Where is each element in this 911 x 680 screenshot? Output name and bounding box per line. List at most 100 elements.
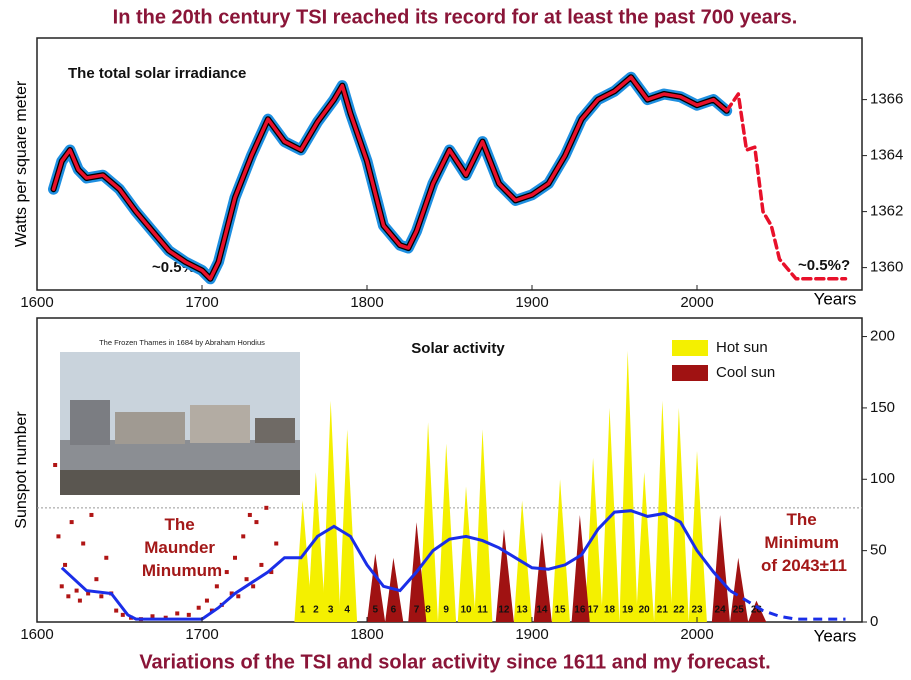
top-x-label: Years: [814, 289, 857, 308]
sunspot-point: [69, 520, 74, 525]
sunspot-point: [99, 594, 104, 599]
bottom-x-label: Years: [814, 626, 857, 645]
line: [724, 92, 848, 281]
painting: [60, 352, 300, 495]
cycle-label: 23: [691, 605, 703, 616]
sunspot-point: [196, 605, 201, 610]
cycle: [654, 400, 673, 622]
top-y-label: Watts per square meter: [13, 80, 30, 247]
painting-caption: The Frozen Thames in 1684 by Abraham Hon…: [99, 338, 265, 347]
cycle: [571, 514, 590, 622]
sunspot-point: [269, 570, 274, 575]
legend-label: Cool sun: [716, 364, 775, 381]
cycle: [457, 486, 476, 622]
y-tick-label: 200: [870, 328, 895, 345]
cycle: [730, 557, 749, 622]
cycle-label: 22: [673, 605, 685, 616]
forecast-line: [729, 589, 846, 621]
cycle-label: 10: [460, 605, 472, 616]
cycle: [474, 429, 493, 622]
y-tick-label: 100: [870, 470, 895, 487]
sunspot-point: [81, 541, 86, 546]
x-tick-label: 1600: [20, 626, 53, 643]
x-tick-label: 1900: [515, 626, 548, 643]
cycle: [619, 350, 638, 622]
painting-foreground: [60, 470, 300, 495]
cycle-label: 15: [554, 605, 566, 616]
sunspot-point: [254, 520, 259, 525]
legend-label: Hot sun: [716, 339, 768, 356]
sunspot-point: [204, 598, 209, 603]
cycle-label: 21: [657, 605, 669, 616]
sunspot-point: [175, 611, 180, 616]
sunspot-point: [63, 562, 68, 567]
cycle: [670, 407, 689, 622]
sunspot-point: [274, 541, 279, 546]
cycle-label: 12: [498, 605, 510, 616]
sunspot-point: [264, 505, 269, 510]
cycle: [688, 450, 707, 622]
bottom-y-label: Sunspot number: [13, 411, 30, 529]
y-tick-label: 1360: [870, 259, 903, 276]
x-tick-label: 1600: [20, 294, 53, 311]
cycle: [419, 422, 438, 622]
sunspot-point: [259, 562, 264, 567]
sunspot-point: [120, 612, 125, 617]
legend-swatch: [672, 340, 708, 356]
sunspot-point: [229, 591, 234, 596]
page-caption: Variations of the TSI and solar activity…: [139, 651, 770, 673]
sunspot-point: [241, 534, 246, 539]
painting-building: [190, 405, 250, 443]
cycle-label: 8: [425, 605, 431, 616]
cycle: [437, 443, 457, 622]
x-tick-label: 1800: [350, 294, 383, 311]
line-band: [50, 74, 730, 282]
cycle: [367, 553, 386, 622]
sunspot-point: [214, 584, 219, 589]
painting-building: [115, 412, 185, 444]
sunspot-point: [77, 598, 82, 603]
x-tick-label: 1700: [185, 626, 218, 643]
sunspot-point: [186, 612, 191, 617]
cycle-label: 19: [622, 605, 634, 616]
x-tick-label: 2000: [680, 294, 713, 311]
painting-building: [255, 418, 295, 443]
trend-line: [60, 509, 732, 621]
cycle-label: 16: [574, 605, 586, 616]
sunspot-point: [74, 588, 79, 593]
cycle-label: 2: [313, 605, 319, 616]
cycle-label: 20: [639, 605, 651, 616]
sunspot-point: [104, 555, 109, 560]
bottom-chart-title: Solar activity: [411, 340, 505, 357]
sunspot-point: [114, 608, 119, 613]
line: [51, 75, 729, 281]
sunspot-point: [244, 577, 249, 582]
cycle: [533, 532, 552, 622]
cycle-label: 14: [536, 605, 548, 616]
cycle-label: 26: [751, 605, 763, 616]
y-tick-label: 1366: [870, 91, 903, 108]
cycle: [584, 457, 603, 622]
cycle: [551, 479, 570, 622]
y-tick-label: 1364: [870, 147, 903, 164]
top-chart-title: The total solar irradiance: [68, 65, 246, 82]
x-tick-label: 2000: [680, 626, 713, 643]
y-tick-label: 150: [870, 399, 895, 416]
cycle-label: 24: [715, 605, 727, 616]
sunspot-point: [247, 512, 252, 517]
cycle: [294, 500, 313, 622]
sunspot-point: [59, 584, 64, 589]
x-tick-label: 1800: [350, 626, 383, 643]
y-tick-label: 50: [870, 542, 887, 559]
sunspot-point: [236, 594, 241, 599]
cycle: [711, 514, 730, 622]
sunspot-point: [224, 570, 229, 575]
painting-building: [70, 400, 110, 445]
sunspot-point: [150, 614, 155, 619]
cycle: [307, 472, 326, 622]
cycle: [338, 429, 358, 622]
sunspot-point: [233, 555, 237, 560]
cycle-label: 17: [587, 605, 599, 616]
sunspot-point: [89, 512, 94, 517]
